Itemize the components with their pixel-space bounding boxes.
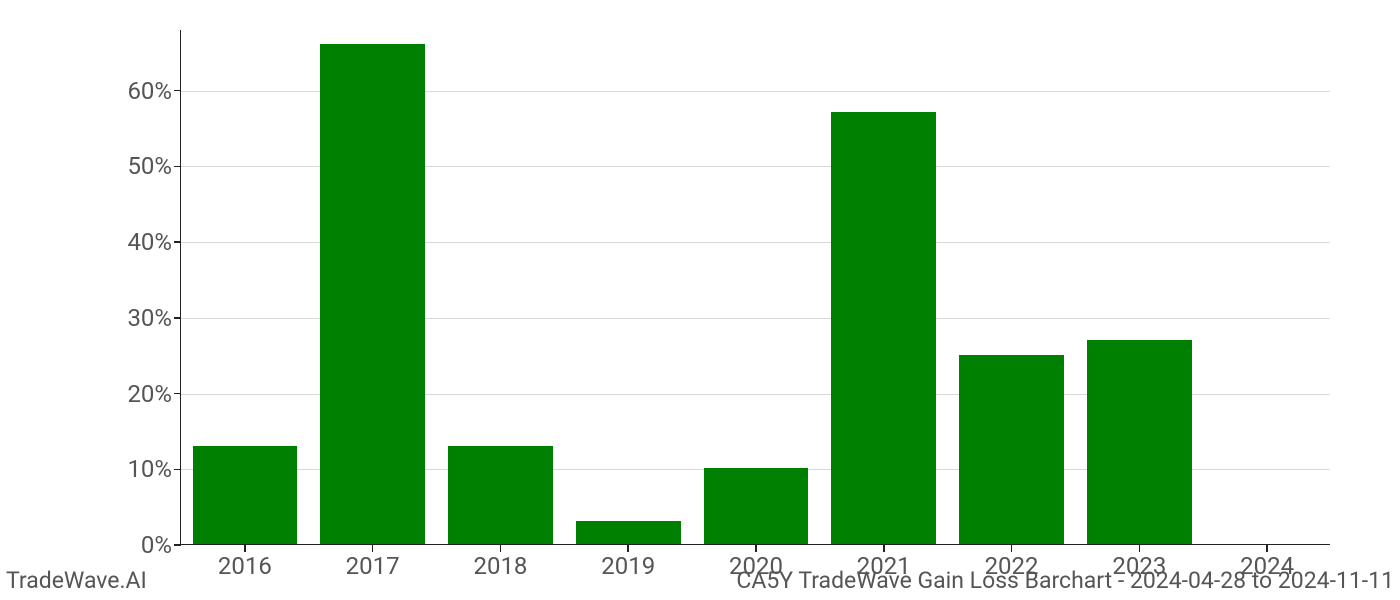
bar (1087, 340, 1192, 544)
ytick-label: 0% (141, 531, 172, 559)
xtick-mark (372, 545, 374, 552)
xtick-mark (500, 545, 502, 552)
footer-brand: TradeWave.AI (6, 567, 147, 594)
ytick-label: 30% (127, 304, 172, 332)
ytick-label: 10% (127, 455, 172, 483)
bar (576, 521, 681, 544)
bar (959, 355, 1064, 544)
footer-caption: CA5Y TradeWave Gain Loss Barchart - 2024… (736, 567, 1394, 594)
ytick-mark (174, 166, 181, 168)
bar (704, 468, 809, 544)
bar-chart: 201620172018201920202021202220232024 (180, 30, 1330, 545)
ytick-mark (174, 469, 181, 471)
xtick-mark (1139, 545, 1141, 552)
ytick-mark (174, 317, 181, 319)
bar (831, 112, 936, 544)
ytick-mark (174, 241, 181, 243)
ytick-mark (174, 544, 181, 546)
xtick-mark (755, 545, 757, 552)
bar (320, 44, 425, 544)
ytick-label: 40% (127, 228, 172, 256)
xtick-label: 2019 (601, 552, 655, 580)
xtick-label: 2018 (473, 552, 527, 580)
ytick-mark (174, 90, 181, 92)
ytick-label: 20% (127, 380, 172, 408)
xtick-mark (1266, 545, 1268, 552)
xtick-mark (244, 545, 246, 552)
xtick-label: 2017 (346, 552, 400, 580)
bar (448, 446, 553, 544)
bar (193, 446, 298, 544)
xtick-mark (883, 545, 885, 552)
ytick-mark (174, 393, 181, 395)
ytick-label: 60% (127, 77, 172, 105)
ytick-label: 50% (127, 152, 172, 180)
xtick-mark (1011, 545, 1013, 552)
xtick-label: 2016 (218, 552, 272, 580)
xtick-mark (627, 545, 629, 552)
